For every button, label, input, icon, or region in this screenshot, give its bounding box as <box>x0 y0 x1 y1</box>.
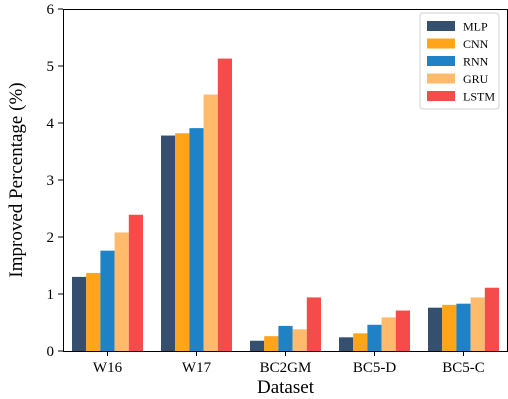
y-axis-title: Improved Percentage (%) <box>6 82 27 277</box>
legend-label-lstm: LSTM <box>463 90 495 104</box>
bar-gru-bc5-d <box>381 317 396 351</box>
x-tick-label: W17 <box>182 360 212 376</box>
bar-cnn-bc5-c <box>442 304 457 351</box>
bars-group <box>72 58 499 352</box>
y-tick-label: 6 <box>47 2 55 18</box>
y-tick-label: 0 <box>47 344 55 360</box>
bar-mlp-bc5-d <box>339 337 354 351</box>
legend-label-mlp: MLP <box>463 20 488 34</box>
bar-rnn-bc2gm <box>278 325 293 351</box>
y-tick-label: 5 <box>47 59 55 75</box>
x-tick-label: BC5-D <box>353 360 397 376</box>
bar-gru-bc2gm <box>292 329 307 351</box>
bar-gru-bc5-c <box>470 297 485 351</box>
bar-lstm-bc5-d <box>395 310 410 351</box>
bar-lstm-bc2gm <box>306 297 321 351</box>
y-axis: 0 1 2 3 4 5 6 <box>47 2 63 360</box>
bar-lstm-bc5-c <box>484 287 499 351</box>
bar-lstm-w16 <box>128 214 143 351</box>
x-axis-title: Dataset <box>257 377 315 398</box>
bar-cnn-bc5-d <box>353 333 368 351</box>
legend-label-gru: GRU <box>463 72 489 86</box>
bar-rnn-w16 <box>100 250 115 351</box>
x-tick-label: BC5-C <box>442 360 485 376</box>
bar-mlp-w16 <box>72 276 87 351</box>
legend: MLP CNN RNN GRU LSTM <box>419 12 500 110</box>
legend-swatch-gru <box>427 73 455 84</box>
legend-swatch-cnn <box>427 38 455 49</box>
bar-mlp-bc2gm <box>250 340 265 351</box>
bar-cnn-w17 <box>175 133 190 351</box>
bar-cnn-w16 <box>86 272 101 351</box>
legend-frame <box>419 12 500 110</box>
bar-mlp-bc5-c <box>428 307 443 351</box>
y-tick-label: 2 <box>47 230 55 246</box>
bar-mlp-w17 <box>161 135 176 351</box>
bar-rnn-bc5-c <box>456 303 471 351</box>
x-axis: W16 W17 BC2GM BC5-D BC5-C <box>93 351 485 376</box>
bar-gru-w16 <box>114 232 129 351</box>
y-tick-label: 4 <box>47 116 55 132</box>
bar-rnn-bc5-d <box>367 324 382 351</box>
x-tick-label: BC2GM <box>260 360 312 376</box>
bar-cnn-bc2gm <box>264 336 279 351</box>
bar-rnn-w17 <box>189 128 204 351</box>
legend-swatch-rnn <box>427 56 455 66</box>
legend-swatch-mlp <box>427 21 455 31</box>
legend-label-rnn: RNN <box>463 55 489 69</box>
legend-label-cnn: CNN <box>463 37 489 51</box>
bar-gru-w17 <box>203 94 218 351</box>
bar-lstm-w17 <box>217 58 232 352</box>
y-tick-label: 3 <box>47 173 55 189</box>
y-tick-label: 1 <box>47 287 55 303</box>
x-tick-label: W16 <box>93 360 123 376</box>
legend-swatch-lstm <box>427 91 455 101</box>
